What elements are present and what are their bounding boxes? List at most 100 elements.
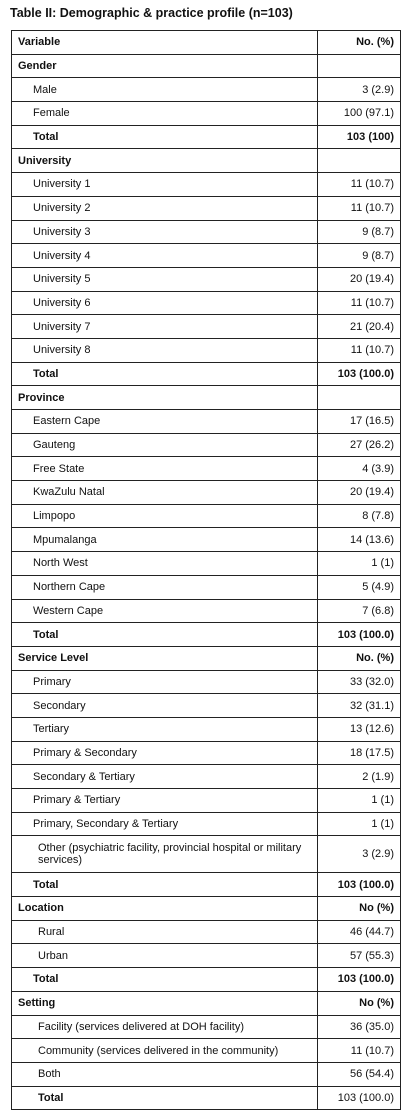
section-row: Location No (%) bbox=[11, 896, 401, 921]
row-value: 2 (1.9) bbox=[317, 764, 401, 789]
table-row: Free State 4 (3.9) bbox=[11, 456, 401, 482]
row-label: Eastern Cape bbox=[11, 409, 318, 434]
row-label: Setting bbox=[11, 990, 318, 1016]
row-label: Service Level bbox=[11, 645, 318, 671]
table-row: North West 1 (1) bbox=[11, 551, 401, 576]
row-value: 9 (8.7) bbox=[317, 243, 401, 268]
table-row: Rural 46 (44.7) bbox=[11, 919, 401, 945]
row-value: 33 (32.0) bbox=[317, 669, 401, 695]
row-label: Western Cape bbox=[11, 598, 318, 624]
table-row: Female 100 (97.1) bbox=[11, 101, 401, 126]
row-label: Both bbox=[11, 1061, 318, 1087]
row-label: Facility (services delivered at DOH faci… bbox=[11, 1014, 318, 1040]
total-row: Total 103 (100.0) bbox=[11, 872, 401, 898]
row-value: 11 (10.7) bbox=[317, 172, 401, 197]
table-row: Primary, Secondary & Tertiary 1 (1) bbox=[11, 811, 401, 837]
row-label: Free State bbox=[11, 456, 318, 482]
row-value: 103 (100.0) bbox=[317, 872, 401, 898]
row-value: 32 (31.1) bbox=[317, 693, 401, 718]
row-value: 11 (10.7) bbox=[317, 1038, 401, 1063]
row-value bbox=[317, 385, 401, 410]
table-row: Facility (services delivered at DOH faci… bbox=[11, 1014, 401, 1040]
row-value: 9 (8.7) bbox=[317, 219, 401, 245]
row-label: Total bbox=[11, 124, 318, 150]
table-row: Tertiary 13 (12.6) bbox=[11, 716, 401, 742]
row-value: 27 (26.2) bbox=[317, 432, 401, 458]
row-value: 56 (54.4) bbox=[317, 1061, 401, 1087]
row-label: University bbox=[11, 148, 318, 174]
section-row: Province bbox=[11, 385, 401, 410]
row-label: Urban bbox=[11, 943, 318, 969]
row-value: 1 (1) bbox=[317, 551, 401, 576]
row-value: 1 (1) bbox=[317, 811, 401, 837]
total-row: Total 103 (100.0) bbox=[11, 622, 401, 647]
row-value: 20 (19.4) bbox=[317, 266, 401, 292]
row-label: Tertiary bbox=[11, 716, 318, 742]
row-label: Primary bbox=[11, 669, 318, 695]
total-row: Total 103 (100.0) bbox=[11, 1085, 401, 1110]
table-row: Urban 57 (55.3) bbox=[11, 943, 401, 969]
table-row: Primary & Secondary 18 (17.5) bbox=[11, 740, 401, 766]
row-value: 20 (19.4) bbox=[317, 480, 401, 505]
row-value: 11 (10.7) bbox=[317, 337, 401, 363]
table-body: Variable No. (%) Gender Male 3 (2.9) Female 10… bbox=[11, 30, 401, 1110]
row-value: 103 (100.0) bbox=[317, 622, 401, 647]
row-label: Total bbox=[11, 361, 318, 387]
section-row: University bbox=[11, 148, 401, 174]
row-label: Province bbox=[11, 385, 318, 410]
row-label: University 1 bbox=[11, 172, 318, 197]
row-value bbox=[317, 148, 401, 174]
table-row: University 8 11 (10.7) bbox=[11, 337, 401, 363]
table-row: Secondary 32 (31.1) bbox=[11, 693, 401, 718]
row-label: University 5 bbox=[11, 266, 318, 292]
row-value: 57 (55.3) bbox=[317, 943, 401, 969]
row-value: 103 (100.0) bbox=[317, 361, 401, 387]
table-row: University 2 11 (10.7) bbox=[11, 195, 401, 221]
table-row: Other (psychiatric facility, provincial … bbox=[11, 835, 401, 874]
table-caption: Table II: Demographic & practice profile… bbox=[10, 6, 293, 20]
row-label: University 4 bbox=[11, 243, 318, 268]
row-label: Primary, Secondary & Tertiary bbox=[11, 811, 318, 837]
total-row: Total 103 (100) bbox=[11, 124, 401, 150]
row-label: Gender bbox=[11, 53, 318, 79]
row-value: 21 (20.4) bbox=[317, 314, 401, 339]
table-row: Mpumalanga 14 (13.6) bbox=[11, 527, 401, 553]
section-row: Service Level No. (%) bbox=[11, 645, 401, 671]
row-label: Female bbox=[11, 101, 318, 126]
row-value: 3 (2.9) bbox=[317, 77, 401, 103]
row-label: Variable bbox=[11, 30, 318, 55]
row-label: Limpopo bbox=[11, 503, 318, 529]
section-row: Gender bbox=[11, 53, 401, 79]
row-label: Primary & Secondary bbox=[11, 740, 318, 766]
row-value: 18 (17.5) bbox=[317, 740, 401, 766]
row-value: 17 (16.5) bbox=[317, 409, 401, 434]
table-row: University 5 20 (19.4) bbox=[11, 266, 401, 292]
row-label: Secondary & Tertiary bbox=[11, 764, 318, 789]
total-row: Total 103 (100.0) bbox=[11, 361, 401, 387]
row-value: No (%) bbox=[317, 896, 401, 921]
row-label: University 7 bbox=[11, 314, 318, 339]
table-row: Northern Cape 5 (4.9) bbox=[11, 574, 401, 600]
row-value: 46 (44.7) bbox=[317, 919, 401, 945]
table-row: Western Cape 7 (6.8) bbox=[11, 598, 401, 624]
section-row: Setting No (%) bbox=[11, 990, 401, 1016]
row-value: 103 (100.0) bbox=[317, 967, 401, 992]
row-label: University 3 bbox=[11, 219, 318, 245]
table-row: Male 3 (2.9) bbox=[11, 77, 401, 103]
row-label: Location bbox=[11, 896, 318, 921]
table-row: Both 56 (54.4) bbox=[11, 1061, 401, 1087]
row-label: Male bbox=[11, 77, 318, 103]
row-value: 11 (10.7) bbox=[317, 195, 401, 221]
table-header-row: Variable No. (%) bbox=[11, 30, 401, 55]
row-value: 5 (4.9) bbox=[317, 574, 401, 600]
row-label: North West bbox=[11, 551, 318, 576]
row-value: 4 (3.9) bbox=[317, 456, 401, 482]
row-value: 13 (12.6) bbox=[317, 716, 401, 742]
row-label: Primary & Tertiary bbox=[11, 788, 318, 813]
row-value: No. (%) bbox=[317, 30, 401, 55]
row-label: Mpumalanga bbox=[11, 527, 318, 553]
row-value: 103 (100.0) bbox=[317, 1085, 401, 1110]
row-value: No (%) bbox=[317, 990, 401, 1016]
row-value: No. (%) bbox=[317, 645, 401, 671]
table-row: Community (services delivered in the com… bbox=[11, 1038, 401, 1063]
